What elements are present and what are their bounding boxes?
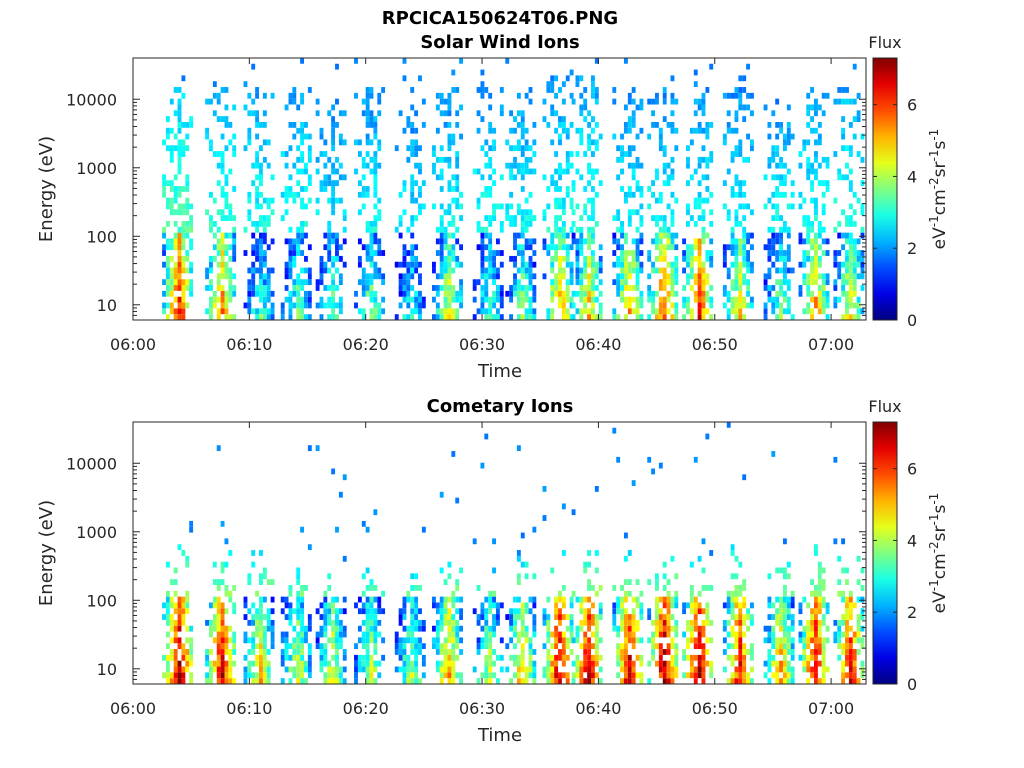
- x-tick-label: 06:30: [459, 335, 505, 354]
- y-tick-label: 10000: [66, 454, 117, 473]
- flux-burst-1: [205, 445, 237, 684]
- y-axis-label: Energy (eV): [36, 500, 57, 606]
- panel-title: Cometary Ions: [427, 396, 574, 417]
- flux-burst-6: [394, 58, 426, 320]
- x-tick-label: 06:30: [459, 699, 505, 718]
- cometary-ions-panel: 06:00 06:10 06:20 06:30 06:40 06:50 07:00 10 100…: [36, 396, 950, 746]
- x-axis-label: Time: [477, 725, 522, 746]
- flux-burst-1: [205, 81, 237, 320]
- flux-burst-17: [798, 544, 830, 684]
- axes-box: [132, 421, 867, 685]
- solar-wind-ions-panel: 06:00 06:10 06:20 06:30 06:40 06:50 07:00 10 100…: [36, 32, 950, 382]
- x-tick-label: 06:50: [692, 335, 738, 354]
- y-tick-label: 10: [97, 296, 117, 315]
- plot-area: [133, 422, 866, 684]
- flux-burst-8: [472, 69, 504, 320]
- x-tick-label: 06:10: [226, 335, 272, 354]
- x-axis-label: Time: [477, 361, 522, 382]
- flux-burst-11: [571, 58, 603, 320]
- colorbar-tick-label: 6: [907, 460, 917, 479]
- spectrogram: [162, 58, 865, 320]
- flux-burst-10: [542, 485, 574, 684]
- flux-burst-18: [833, 456, 865, 684]
- y-axis-label: Energy (eV): [36, 136, 57, 242]
- flux-burst-9: [505, 58, 537, 320]
- colorbar-units: eV-1cm-2sr-1s-1: [927, 493, 950, 614]
- colorbar-tick-label: 4: [907, 531, 917, 550]
- flux-burst-0: [162, 75, 194, 320]
- figure-title: RPCICA150624T06.PNG: [382, 8, 618, 29]
- x-tick-label: 06:00: [110, 335, 156, 354]
- colorbar-tick-label: 2: [907, 239, 917, 258]
- axes-box: [132, 57, 867, 321]
- x-tick-label: 06:10: [226, 699, 272, 718]
- plot-area: [133, 58, 866, 320]
- x-tick-label: 07:00: [808, 699, 854, 718]
- flux-burst-14: [682, 63, 714, 320]
- colorbar-tick-label: 6: [907, 96, 917, 115]
- colorbar-tick-label: 4: [907, 167, 917, 186]
- flux-burst-10: [542, 69, 574, 320]
- colorbar-title: Flux: [868, 397, 901, 416]
- flux-burst-12: [612, 58, 644, 320]
- flux-burst-12: [612, 427, 644, 684]
- flux-burst-3: [280, 58, 312, 320]
- y-tick-label: 100: [86, 591, 117, 610]
- colorbar-tick-label: 2: [907, 603, 917, 622]
- panel-title: Solar Wind Ions: [420, 32, 579, 53]
- flux-burst-4: [315, 445, 347, 684]
- flux-burst-0: [162, 520, 194, 684]
- x-tick-label: 07:00: [808, 335, 854, 354]
- flux-burst-2: [243, 63, 275, 320]
- colorbar-units: eV-1cm-2sr-1s-1: [927, 129, 950, 250]
- flux-burst-17: [798, 87, 830, 320]
- flux-burst-13: [647, 75, 679, 320]
- flux-burst-9: [505, 445, 537, 684]
- colorbar-title: Flux: [868, 33, 901, 52]
- y-tick-label: 100: [86, 227, 117, 246]
- flux-burst-7: [432, 451, 464, 684]
- y-tick-label: 10000: [66, 90, 117, 109]
- spectrogram: [162, 422, 865, 684]
- flux-burst-3: [280, 445, 312, 684]
- colorbar-tick-label: 0: [907, 675, 917, 694]
- x-tick-label: 06:50: [692, 699, 738, 718]
- x-tick-label: 06:40: [575, 699, 621, 718]
- flux-burst-2: [243, 550, 275, 684]
- colorbar: [872, 421, 898, 685]
- flux-burst-15: [722, 63, 754, 320]
- y-tick-label: 1000: [76, 159, 117, 178]
- flux-burst-5: [354, 509, 386, 684]
- colorbar: [872, 57, 898, 321]
- x-tick-label: 06:40: [575, 335, 621, 354]
- y-tick-label: 1000: [76, 523, 117, 542]
- flux-burst-5: [354, 58, 386, 320]
- x-tick-label: 06:20: [343, 699, 389, 718]
- y-tick-label: 10: [97, 660, 117, 679]
- flux-burst-11: [571, 485, 603, 684]
- flux-burst-16: [763, 451, 795, 684]
- flux-burst-13: [647, 456, 679, 684]
- flux-burst-8: [472, 433, 504, 684]
- flux-burst-15: [722, 422, 754, 684]
- flux-burst-18: [833, 63, 865, 320]
- flux-burst-16: [763, 98, 795, 320]
- x-tick-label: 06:20: [343, 335, 389, 354]
- flux-burst-6: [394, 526, 426, 684]
- flux-burst-7: [432, 58, 464, 320]
- x-tick-label: 06:00: [110, 699, 156, 718]
- flux-burst-4: [315, 63, 347, 320]
- colorbar-tick-label: 0: [907, 311, 917, 330]
- flux-burst-14: [682, 433, 714, 684]
